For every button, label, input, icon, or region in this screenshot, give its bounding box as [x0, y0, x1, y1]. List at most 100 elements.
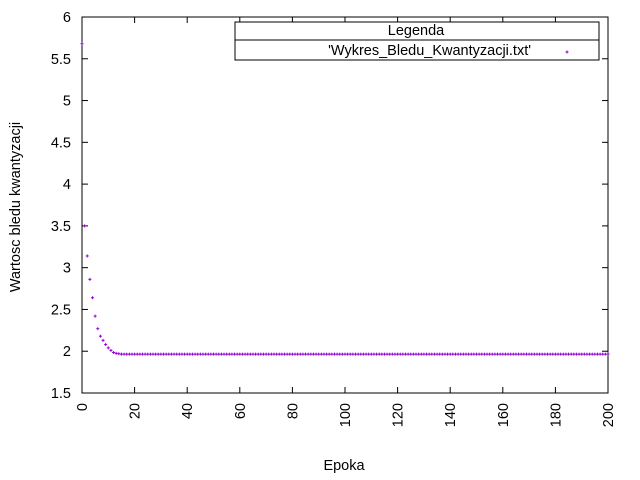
data-point — [451, 352, 455, 356]
data-point — [340, 352, 344, 356]
data-point — [446, 352, 450, 356]
data-point — [530, 352, 534, 356]
data-point — [582, 352, 586, 356]
legend-series-label: 'Wykres_Bledu_Kwantyzacji.txt' — [328, 43, 531, 59]
data-point — [351, 352, 355, 356]
data-point — [440, 352, 444, 356]
data-point — [275, 352, 279, 356]
y-tick-label: 4 — [63, 177, 71, 193]
data-point — [580, 352, 584, 356]
data-point — [293, 352, 297, 356]
data-point — [548, 352, 552, 356]
data-point — [130, 352, 134, 356]
data-point — [112, 350, 116, 354]
data-point — [261, 352, 265, 356]
data-point — [193, 352, 197, 356]
x-tick-label: 20 — [128, 403, 144, 419]
data-point — [401, 352, 405, 356]
data-point — [388, 352, 392, 356]
data-point — [151, 352, 155, 356]
data-point — [574, 352, 578, 356]
data-point — [277, 352, 281, 356]
data-point — [164, 352, 168, 356]
data-point — [503, 352, 507, 356]
x-axis-label: Epoka — [323, 458, 365, 474]
data-point — [361, 352, 365, 356]
data-point — [154, 352, 158, 356]
data-point — [593, 352, 597, 356]
data-point — [398, 352, 402, 356]
data-point — [519, 352, 523, 356]
data-point — [251, 352, 255, 356]
data-point — [469, 352, 473, 356]
data-point — [359, 352, 363, 356]
data-point — [432, 352, 436, 356]
data-point — [298, 352, 302, 356]
data-point — [209, 352, 213, 356]
data-point — [225, 352, 229, 356]
data-point — [490, 352, 494, 356]
data-point — [467, 352, 471, 356]
data-point — [248, 352, 252, 356]
data-point — [196, 352, 200, 356]
data-point — [330, 352, 334, 356]
data-point — [475, 352, 478, 356]
data-point — [204, 352, 208, 356]
data-point — [546, 352, 550, 356]
data-point — [233, 352, 237, 356]
data-point — [551, 352, 555, 356]
data-point — [367, 352, 371, 356]
data-point — [246, 352, 250, 356]
x-tick-label: 60 — [233, 403, 249, 419]
data-point — [311, 352, 315, 356]
data-point — [598, 352, 602, 356]
data-point — [122, 352, 126, 356]
data-point — [217, 352, 221, 356]
data-point — [561, 352, 565, 356]
data-point — [117, 352, 121, 356]
data-point — [96, 327, 100, 331]
data-point — [517, 352, 521, 356]
data-point — [590, 352, 594, 356]
data-point — [453, 352, 457, 356]
data-point — [290, 352, 294, 356]
data-point — [414, 352, 418, 356]
data-point — [430, 352, 434, 356]
data-point — [185, 352, 189, 356]
x-tick-label: 40 — [180, 403, 196, 419]
data-point — [288, 352, 292, 356]
data-point — [219, 352, 223, 356]
x-tick-label: 120 — [391, 403, 407, 427]
data-point — [417, 352, 421, 356]
data-point — [588, 352, 592, 356]
data-point — [269, 352, 273, 356]
data-point — [501, 352, 505, 356]
data-point — [567, 352, 571, 356]
data-point — [227, 352, 231, 356]
data-point — [183, 352, 187, 356]
data-point — [585, 352, 589, 356]
y-tick-label: 1.5 — [51, 386, 71, 402]
data-point — [354, 352, 358, 356]
data-point — [317, 352, 321, 356]
x-tick-label: 140 — [443, 403, 459, 427]
data-point — [135, 352, 139, 356]
data-point — [498, 352, 502, 356]
data-point — [314, 352, 318, 356]
data-point — [346, 352, 350, 356]
data-point — [448, 352, 452, 356]
data-point — [524, 352, 528, 356]
data-point — [564, 352, 568, 356]
data-point — [98, 334, 102, 338]
data-point — [422, 352, 426, 356]
data-point — [259, 352, 263, 356]
y-tick-label: 4.5 — [51, 135, 71, 151]
data-point — [335, 352, 339, 356]
data-point — [175, 352, 179, 356]
data-point — [146, 352, 150, 356]
data-point — [419, 352, 423, 356]
data-point — [177, 352, 181, 356]
data-point — [238, 352, 242, 356]
data-point — [364, 352, 368, 356]
